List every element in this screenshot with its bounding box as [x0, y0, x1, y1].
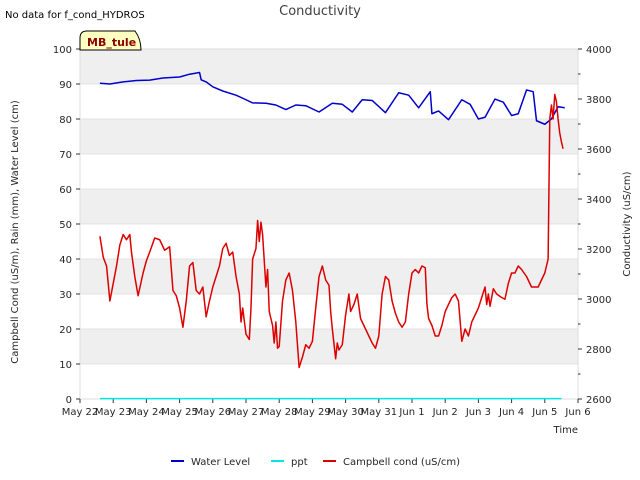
x-tick-label: May 31: [361, 407, 398, 418]
x-tick-label: May 28: [261, 407, 298, 418]
x-tick-label: Jun 4: [498, 407, 524, 418]
y-left-tick-label: 80: [59, 115, 72, 126]
legend-item: Campbell cond (uS/cm): [323, 457, 460, 468]
y-axis-right-label: Conductivity (uS/cm): [622, 171, 633, 276]
y-axis-right: 2600 2800 3000 3200 3400 3600 3800 4000: [578, 45, 611, 406]
grid-band: [80, 119, 578, 154]
x-tick-label: May 30: [327, 407, 364, 418]
y-right-tick-label: 2800: [586, 345, 611, 356]
legend: Water Level ppt Campbell cond (uS/cm): [171, 457, 460, 468]
y-right-tick-label: 3800: [586, 95, 611, 106]
x-tick-label: May 24: [128, 407, 165, 418]
x-axis-label: Time: [553, 425, 578, 436]
series-layer: [99, 71, 565, 400]
x-tick-label: May 26: [195, 407, 232, 418]
x-tick-label: May 27: [228, 407, 265, 418]
legend-label: Campbell cond (uS/cm): [343, 457, 460, 468]
y-left-tick-label: 70: [59, 150, 72, 161]
legend-label: Water Level: [191, 457, 250, 468]
x-tick-label: Jun 2: [432, 407, 458, 418]
legend-label: ppt: [291, 457, 308, 468]
grid-band: [80, 329, 578, 364]
x-tick-label: Jun 5: [531, 407, 557, 418]
series-line-campbell-cond-us-cm: [99, 93, 564, 369]
y-left-tick-label: 0: [66, 395, 72, 406]
y-right-tick-label: 4000: [586, 45, 611, 56]
series-line-water-level: [99, 71, 565, 125]
y-axis-left-label: Campbell Cond (uS/m), Rain (mm), Water L…: [10, 100, 21, 364]
x-tick-label: May 22: [62, 407, 99, 418]
y-right-tick-label: 3200: [586, 245, 611, 256]
x-tick-label: Jun 1: [398, 407, 424, 418]
y-right-tick-label: 2600: [586, 395, 611, 406]
no-data-note: No data for f_cond_HYDROS: [5, 10, 145, 21]
x-tick-label: Jun 3: [465, 407, 491, 418]
x-tick-label: May 25: [161, 407, 198, 418]
legend-item: Water Level: [171, 457, 250, 468]
chart-title: Conductivity: [279, 4, 361, 19]
x-tick-label: May 23: [95, 407, 132, 418]
x-tick-label: May 29: [294, 407, 331, 418]
y-left-tick-label: 40: [59, 255, 72, 266]
y-left-tick-label: 10: [59, 360, 72, 371]
y-left-tick-label: 20: [59, 325, 72, 336]
grid-band: [80, 189, 578, 224]
station-badge: MB_tule: [79, 30, 142, 51]
y-left-tick-label: 100: [53, 45, 72, 56]
x-tick-label: Jun 6: [564, 407, 590, 418]
legend-item: ppt: [271, 457, 308, 468]
station-badge-label: MB_tule: [87, 36, 136, 49]
y-right-tick-label: 3400: [586, 195, 611, 206]
y-left-tick-label: 90: [59, 80, 72, 91]
y-axis-left: 0 10 20 30 40 50 60 70 80 90 100: [53, 45, 80, 406]
y-left-tick-label: 30: [59, 290, 72, 301]
y-right-tick-label: 3600: [586, 145, 611, 156]
y-left-tick-label: 60: [59, 185, 72, 196]
y-right-tick-label: 3000: [586, 295, 611, 306]
grid-bands: [80, 48, 578, 400]
y-left-tick-label: 50: [59, 220, 72, 231]
